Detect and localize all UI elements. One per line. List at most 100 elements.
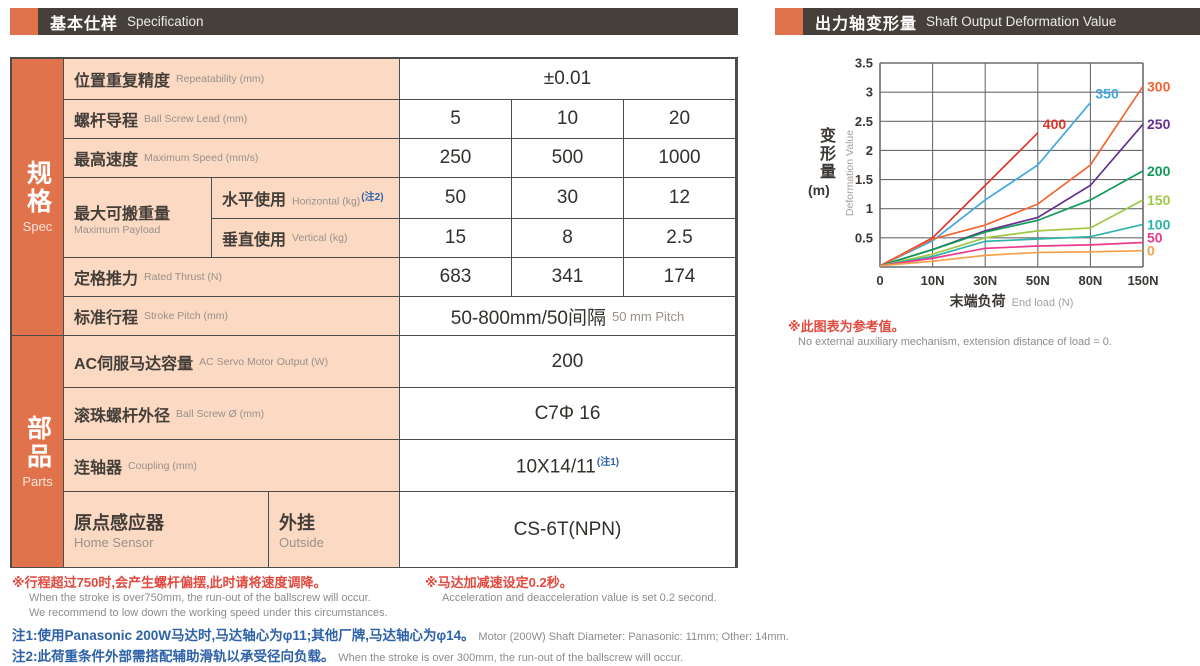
payload-horizontal-label: 水平使用 Horizontal (kg)(注2) <box>212 178 400 219</box>
orange-square-icon <box>10 8 38 35</box>
footnote-ref-1: (注1) <box>596 456 620 468</box>
lead-value-3: 20 <box>624 100 736 139</box>
svg-text:150: 150 <box>1147 192 1171 208</box>
repeatability-cn: 位置重复精度 <box>74 73 171 90</box>
sidebar-parts-en: Parts <box>22 473 53 489</box>
sidebar-spec-cn: 规格 <box>23 160 52 216</box>
footnote-note2: 注2:此荷重条件外部需搭配辅助滑轨以承受径向负载。 When the strok… <box>12 645 683 665</box>
svg-text:300: 300 <box>1147 78 1171 94</box>
thrust-value-3: 174 <box>624 258 736 297</box>
coupling-value-main: 10X14/11(注1) <box>516 453 619 478</box>
row-coupling-label: 连轴器 Coupling (mm) <box>64 440 400 492</box>
svg-text:0.5: 0.5 <box>855 230 873 245</box>
footnote-left-red: ※行程超过750时,会产生螺杆偏摆,此时请将速度调降。 <box>12 575 327 590</box>
vertical-value-3: 2.5 <box>624 219 736 258</box>
footnote-note1: 注1:使用Panasonic 200W马达时,马达轴心为φ11;其他厂牌,马达轴… <box>12 624 789 644</box>
speed-en: Maximum Speed (mm/s) <box>144 152 259 164</box>
sensor-mount-label: 外挂 Outside <box>269 492 400 568</box>
spec-header-title-en: Specification <box>127 14 204 29</box>
sidebar-spec-en: Spec <box>22 219 53 234</box>
stroke-value-main: 50-800mm/50间隔 <box>450 307 606 329</box>
row-screw-label: 滚珠螺杆外径 Ball Screw Ø (mm) <box>64 388 400 440</box>
spec-header-bar: 基本仕样 Specification <box>38 8 738 35</box>
svg-text:3.5: 3.5 <box>855 56 873 71</box>
lead-cn: 螺杆导程 <box>74 113 139 130</box>
footnote-block-right: ※马达加减速设定0.2秒。 Acceleration and deacceler… <box>425 572 717 606</box>
payload-en: Maximum Payload <box>74 223 161 236</box>
footnote-left-en2: We recommend to low down the working spe… <box>29 607 388 619</box>
footnote-note1-en: Motor (200W) Shaft Diameter: Panasonic: … <box>478 631 789 643</box>
footnote-ref-2: (注2) <box>361 192 384 204</box>
stroke-cn: 标准行程 <box>74 310 139 327</box>
svg-text:80N: 80N <box>1078 273 1102 288</box>
chart-note-red: ※此图表为参考值。 <box>788 319 905 334</box>
speed-value-1: 250 <box>400 139 512 178</box>
svg-text:2: 2 <box>866 143 873 158</box>
coupling-en: Coupling (mm) <box>128 459 197 472</box>
sensor-cn: 原点感应器 <box>74 513 164 533</box>
sidebar-parts-cn: 部品 <box>23 414 52 471</box>
row-sensor-label: 原点感应器 Home Sensor <box>64 492 269 568</box>
thrust-value-1: 683 <box>400 258 512 297</box>
svg-text:0: 0 <box>1147 243 1155 259</box>
chart-xlabel: 末端负荷 End load (N) <box>880 291 1143 311</box>
lead-value-2: 10 <box>512 100 624 139</box>
horizontal-en-text: Horizontal (kg) <box>292 195 361 208</box>
svg-text:50N: 50N <box>1026 273 1050 288</box>
motor-cn: AC伺服马达容量 <box>74 355 194 373</box>
vertical-cn: 垂直使用 <box>222 232 287 249</box>
motor-value: 200 <box>400 336 736 388</box>
chart-header-bar: 出力轴变形量 Shaft Output Deformation Value <box>803 8 1200 35</box>
stroke-value-en: 50 mm Pitch <box>611 308 685 324</box>
repeatability-value: ±0.01 <box>400 59 736 100</box>
vertical-en: Vertical (kg) <box>292 232 348 244</box>
chart-note-en: No external auxiliary mechanism, extensi… <box>798 336 1112 348</box>
sensor-value: CS-6T(NPN) <box>400 492 736 568</box>
svg-text:1.5: 1.5 <box>855 172 873 187</box>
coupling-cn: 连轴器 <box>74 459 123 477</box>
footnote-left-en1: When the stroke is over750mm, the run-ou… <box>29 592 371 604</box>
mount-en: Outside <box>279 535 324 550</box>
row-lead-label: 螺杆导程 Ball Screw Lead (mm) <box>64 100 400 139</box>
row-speed-label: 最高速度 Maximum Speed (mm/s) <box>64 139 400 178</box>
row-stroke-label: 标准行程 Stroke Pitch (mm) <box>64 297 400 336</box>
speed-cn: 最高速度 <box>74 152 139 169</box>
horizontal-value-3: 12 <box>624 178 736 219</box>
row-thrust-label: 定格推力 Rated Thrust (N) <box>64 258 400 297</box>
svg-text:50: 50 <box>1147 230 1163 246</box>
thrust-value-2: 341 <box>512 258 624 297</box>
speed-value-2: 500 <box>512 139 624 178</box>
thrust-cn: 定格推力 <box>74 271 139 288</box>
chart-xlabel-cn: 末端负荷 <box>949 293 1006 309</box>
repeatability-en: Repeatability (mm) <box>176 73 265 85</box>
vertical-value-2: 8 <box>512 219 624 258</box>
sensor-en: Home Sensor <box>74 535 154 550</box>
row-motor-label: AC伺服马达容量 AC Servo Motor Output (W) <box>64 336 400 388</box>
screw-value: C7Φ 16 <box>400 388 736 440</box>
chart-ylabel-cn: 变形量 <box>817 127 834 181</box>
thrust-en: Rated Thrust (N) <box>144 271 223 283</box>
horizontal-value-2: 30 <box>512 178 624 219</box>
motor-en: AC Servo Motor Output (W) <box>199 355 329 368</box>
footnote-right-red: ※马达加减速设定0.2秒。 <box>425 575 573 590</box>
coupling-value: 10X14/11(注1) <box>400 440 736 492</box>
svg-text:250: 250 <box>1147 116 1171 132</box>
svg-text:3: 3 <box>866 85 873 100</box>
svg-text:350: 350 <box>1095 86 1119 102</box>
sidebar-section-spec: 规格 Spec <box>12 59 64 336</box>
footnote-note1-cn: 注1:使用Panasonic 200W马达时,马达轴心为φ11;其他厂牌,马达轴… <box>12 628 475 643</box>
spec-section-header: 基本仕样 Specification <box>10 8 738 35</box>
chart-header-title-cn: 出力轴变形量 <box>815 15 918 33</box>
svg-text:400: 400 <box>1043 116 1067 132</box>
svg-text:10N: 10N <box>921 273 945 288</box>
footnote-right-en: Acceleration and deacceleration value is… <box>442 592 717 604</box>
payload-cn: 最大可搬重量 <box>74 205 171 223</box>
svg-text:30N: 30N <box>973 273 997 288</box>
stroke-en: Stroke Pitch (mm) <box>144 310 229 322</box>
mount-cn: 外挂 <box>279 513 315 533</box>
stroke-value: 50-800mm/50间隔 50 mm Pitch <box>400 297 736 336</box>
deformation-chart: 3.532.521.510.50 10N 30N 50N 80N 150N40035005… <box>855 56 1171 289</box>
screw-cn: 滚珠螺杆外径 <box>74 407 171 425</box>
chart-section-header: 出力轴变形量 Shaft Output Deformation Value <box>775 8 1200 35</box>
